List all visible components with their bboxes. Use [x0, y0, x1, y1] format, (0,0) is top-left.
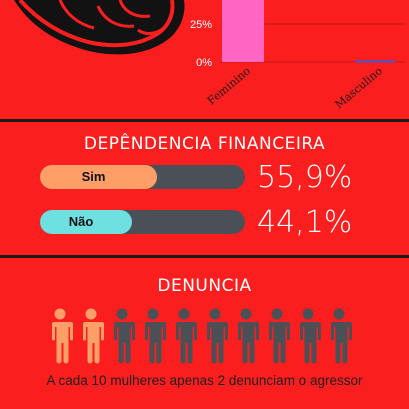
nao-percentage: 44,1% [257, 205, 353, 240]
person-icon [173, 308, 197, 364]
section-divider [0, 255, 409, 258]
people-pictogram [49, 308, 352, 364]
denuncia-caption: A cada 10 mulheres apenas 2 denunciam o … [46, 373, 363, 388]
sim-progress-fill [40, 165, 157, 189]
person-icon [80, 308, 104, 364]
bar-feminino [222, 0, 264, 62]
bar-masculino [355, 60, 395, 63]
nao-progress-fill [40, 210, 132, 234]
section-divider [0, 119, 409, 122]
x-tick-label: Masculino [333, 64, 386, 111]
person-icon [142, 308, 166, 364]
sim-progress-bar: Sim [40, 165, 245, 189]
gender-bar-chart: 25% 0% Feminino Masculino [190, 0, 405, 111]
person-icon [328, 308, 352, 364]
sim-percentage: 55,9% [257, 160, 353, 195]
x-tick-label: Feminino [205, 64, 253, 107]
person-icon [49, 308, 73, 364]
nao-label: Não [68, 214, 94, 229]
person-icon [297, 308, 321, 364]
person-icon [111, 308, 135, 364]
y-tick-label: 25% [190, 19, 212, 31]
denuncia-title: DENUNCIA [157, 276, 252, 296]
person-icon [235, 308, 259, 364]
person-icon [266, 308, 290, 364]
person-icon [204, 308, 228, 364]
raised-fist-icon [14, 0, 185, 55]
nao-progress-bar: Não [40, 210, 245, 234]
y-tick-label: 0% [196, 57, 212, 69]
sim-label: Sim [81, 169, 106, 184]
dependencia-title: DEPÊNDENCIA FINANCEIRA [83, 134, 326, 154]
